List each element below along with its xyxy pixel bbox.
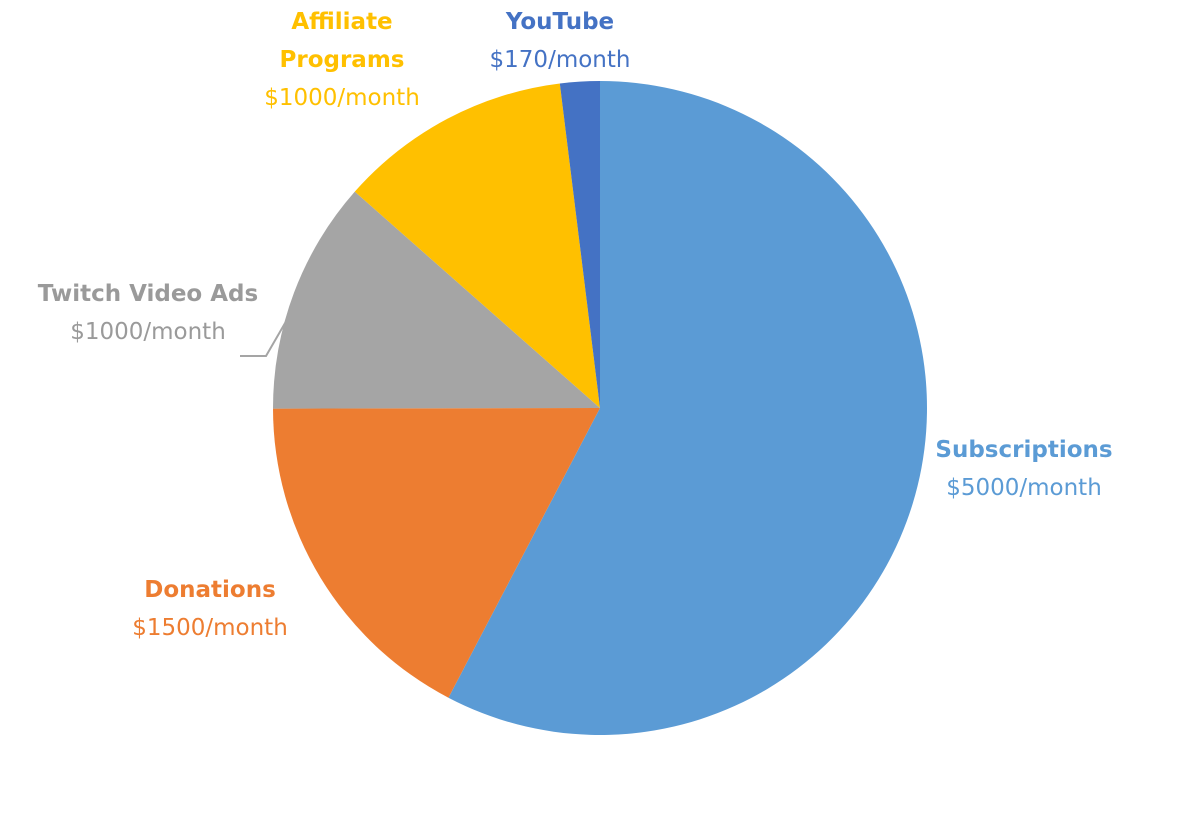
pie-slice — [559, 81, 600, 408]
value-label: $1500/month — [132, 615, 288, 641]
pie-slice — [273, 191, 600, 409]
pie-slice — [273, 408, 600, 698]
category-name: Donations — [144, 577, 276, 603]
category-name: Affiliate Programs — [279, 9, 405, 73]
value-label: $1000/month — [70, 319, 226, 345]
slice-label: YouTube $170/month — [450, 3, 670, 79]
value-label: $5000/month — [946, 475, 1102, 501]
value-label: $1000/month — [264, 85, 420, 111]
category-name: YouTube — [505, 9, 615, 35]
pie-slice — [354, 83, 600, 409]
slice-label: Donations $1500/month — [80, 571, 340, 647]
category-name: Twitch Video Ads — [37, 281, 259, 307]
pie-slice — [448, 81, 928, 735]
leader-line — [240, 317, 289, 357]
slice-label: Subscriptions $5000/month — [894, 431, 1154, 507]
value-label: $170/month — [489, 47, 631, 73]
category-name: Subscriptions — [935, 437, 1113, 463]
slice-label: Affiliate Programs $1000/month — [247, 3, 437, 117]
slice-label: Twitch Video Ads $1000/month — [0, 275, 298, 351]
